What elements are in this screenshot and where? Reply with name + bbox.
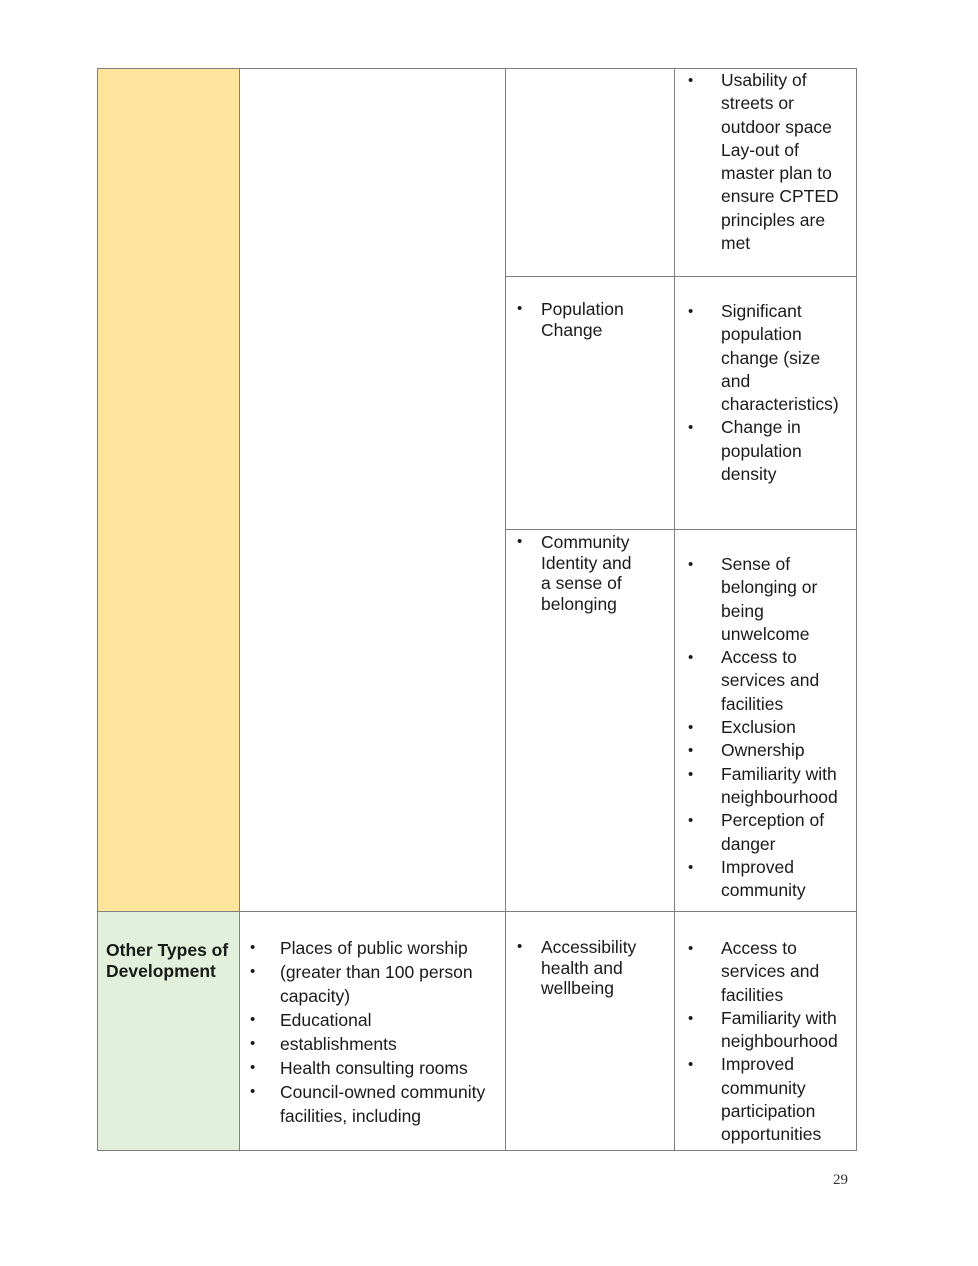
list-item: (greater than 100 person capacity): [240, 960, 490, 1008]
list-item: Sense of belonging or being unwelcome: [675, 553, 821, 646]
list-item: Ownership: [675, 739, 841, 763]
development-cell: Places of public worship (greater than 1…: [240, 936, 505, 1128]
list-item: Familiarity with neighbourhood: [675, 1007, 844, 1054]
impact-cell: Community Identity and a sense of belong…: [506, 532, 674, 614]
list-item: Usability of streets or outdoor space La…: [675, 69, 847, 255]
list-item: Familiarity with neighbourhood: [675, 763, 844, 810]
impact-assessment-table: Other Types of Development Usability of …: [97, 68, 857, 1151]
category-cell-continued: [97, 68, 239, 911]
list-item: Perception of danger: [675, 809, 831, 856]
list-item: Exclusion: [675, 716, 841, 740]
indicator-list: Sense of belonging or being unwelcome Ac…: [675, 553, 856, 902]
indicator-cell: Sense of belonging or being unwelcome Ac…: [675, 553, 856, 902]
impact-list: Population Change: [506, 299, 674, 340]
list-item: Access to services and facilities: [675, 937, 825, 1007]
impact-list: Community Identity and a sense of belong…: [506, 532, 674, 614]
list-item: Access to services and facilities: [675, 646, 825, 716]
indicator-cell: Usability of streets or outdoor space La…: [675, 69, 856, 255]
impact-list: Accessibility health and wellbeing: [506, 937, 674, 999]
category-label: Other Types of Development: [106, 940, 229, 981]
row-divider-3: [97, 911, 857, 912]
list-item: Places of public worship: [240, 936, 490, 960]
table-border-bottom: [97, 1150, 857, 1151]
list-item: Improved community participation opportu…: [675, 1053, 831, 1146]
indicator-list: Access to services and facilities Famili…: [675, 937, 856, 1147]
impact-cell: Accessibility health and wellbeing: [506, 937, 674, 999]
list-item: Council-owned community facilities, incl…: [240, 1080, 490, 1128]
list-item: Improved community: [675, 856, 821, 903]
row-divider-2: [505, 529, 857, 530]
list-item: Educational: [240, 1008, 490, 1032]
table-border-top: [97, 68, 857, 69]
list-item: Accessibility health and wellbeing: [506, 937, 641, 999]
indicator-list: Significant population change (size and …: [675, 300, 856, 486]
table-border-right: [856, 68, 857, 1151]
indicator-cell: Access to services and facilities Famili…: [675, 937, 856, 1147]
impact-cell: Population Change: [506, 299, 674, 340]
indicator-cell: Significant population change (size and …: [675, 300, 856, 486]
page-number: 29: [833, 1172, 848, 1188]
list-item: Significant population change (size and …: [675, 300, 846, 416]
list-item: Community Identity and a sense of belong…: [506, 532, 641, 614]
column-divider-1: [239, 68, 240, 1151]
list-item: Population Change: [506, 299, 626, 340]
category-cell-other-types: Other Types of Development: [97, 911, 239, 1151]
table-border-left: [97, 68, 98, 1151]
list-item: Health consulting rooms: [240, 1056, 490, 1080]
row-divider-1: [505, 276, 857, 277]
indicator-list: Usability of streets or outdoor space La…: [675, 69, 856, 255]
list-item: establishments: [240, 1032, 490, 1056]
development-list: Places of public worship (greater than 1…: [240, 936, 505, 1128]
list-item: Change in population density: [675, 416, 821, 486]
